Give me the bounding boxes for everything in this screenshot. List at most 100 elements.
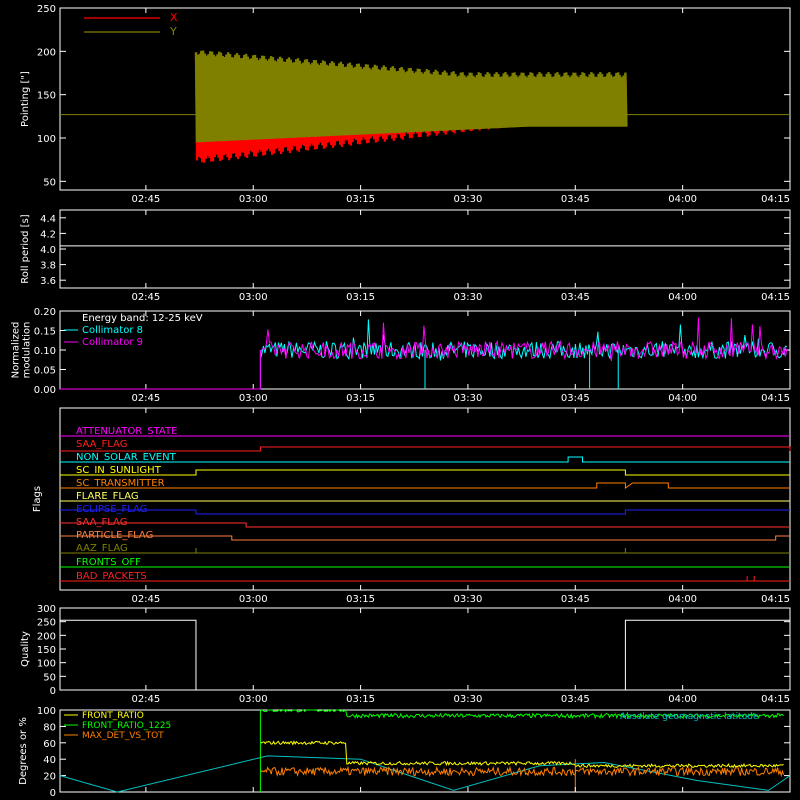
- roll-y-tick-label: 4.4: [40, 214, 56, 225]
- ratios-series-max-det: [259, 765, 785, 778]
- flag-line-eclipse_flag: [60, 509, 790, 515]
- modulation-y-tick-label: 0.15: [34, 327, 56, 338]
- ratios-legend-label: FRONT_RATIO_1225: [82, 721, 171, 731]
- modulation-y-tick-label: 0.05: [34, 366, 56, 377]
- pointing-y-tick-label: 200: [37, 47, 56, 58]
- modulation-legend-label: Collimator 8: [82, 325, 143, 336]
- flag-line-non_solar_event: [60, 456, 790, 463]
- modulation-y-label: Normalized: [11, 322, 22, 379]
- x-tick-label: 02:45: [131, 194, 160, 205]
- pointing-y-tick-label: 50: [43, 177, 56, 188]
- modulation-y-tick-label: 0.00: [34, 385, 56, 396]
- modulation-series-2: [60, 317, 788, 390]
- x-tick-label: 04:00: [668, 292, 697, 303]
- x-tick-label: 03:00: [239, 194, 268, 205]
- flag-label-sc_transmitter: SC_TRANSMITTER: [76, 478, 165, 489]
- ratios-panel-frame: [59, 709, 791, 793]
- pointing-y-tick-label: 250: [37, 4, 56, 15]
- pointing-y-tick-label: 100: [37, 134, 56, 145]
- x-tick-label: 04:15: [761, 694, 790, 705]
- x-tick-label: 03:15: [346, 594, 375, 605]
- flag-line-aaz_flag: [60, 548, 790, 554]
- flag-label-sc_in_sunlight: SC_IN_SUNLIGHT: [76, 465, 162, 476]
- flag-label-non_solar_event: NON_SOLAR_EVENT: [76, 452, 177, 463]
- x-tick-label: 03:15: [346, 292, 375, 303]
- quality-y-tick-label: 250: [37, 618, 56, 629]
- x-tick-label: 04:00: [668, 594, 697, 605]
- ratios-y-tick-label: 80: [43, 722, 56, 733]
- ratios-series-front-ratio-1225: [260, 709, 784, 720]
- x-tick-label: 03:45: [561, 194, 590, 205]
- ratios-annotation: Absolute geomagnetic latitude: [620, 712, 759, 722]
- flag-label-attenuator_state: ATTENUATOR_STATE: [76, 426, 177, 437]
- x-tick-label: 03:30: [454, 594, 483, 605]
- flags-panel-frame: [59, 407, 791, 591]
- x-tick-label: 03:00: [239, 292, 268, 303]
- quality-y-tick-label: 50: [43, 672, 56, 683]
- legend-label-x: X: [170, 11, 178, 24]
- ratios-y-label: Degrees or %: [18, 717, 29, 785]
- x-tick-label: 03:00: [239, 694, 268, 705]
- quality-y-tick-label: 0: [50, 686, 56, 697]
- x-tick-label: 03:30: [454, 292, 483, 303]
- flag-label-saa_flag: SAA_FLAG: [76, 439, 127, 450]
- x-tick-label: 04:00: [668, 694, 697, 705]
- x-tick-label: 03:15: [346, 393, 375, 404]
- x-tick-label: 03:15: [346, 694, 375, 705]
- x-tick-label: 03:30: [454, 194, 483, 205]
- flag-label-aaz_flag: AAZ_FLAG: [76, 543, 128, 554]
- ratios-legend-label: MAX_DET_VS_TOT: [82, 731, 164, 741]
- ratios-y-tick-label: 40: [43, 755, 56, 766]
- modulation-y-tick-label: 0.20: [34, 307, 56, 318]
- modulation-legend-title: Energy band: 12-25 keV: [82, 313, 203, 324]
- x-tick-label: 02:45: [131, 393, 160, 404]
- quality-y-tick-label: 300: [37, 604, 56, 615]
- quality-y-tick-label: 200: [37, 631, 56, 642]
- ratios-series-front-ratio: [260, 740, 784, 769]
- pointing-y-tick-label: 150: [37, 91, 56, 102]
- flag-line-particle_flag: [60, 535, 790, 541]
- x-tick-label: 02:45: [131, 292, 160, 303]
- x-tick-label: 03:45: [561, 393, 590, 404]
- flag-label-fronts_off: FRONTS_OFF: [76, 557, 141, 568]
- x-tick-label: 03:00: [239, 393, 268, 404]
- x-tick-label: 03:30: [454, 393, 483, 404]
- x-tick-label: 03:15: [346, 194, 375, 205]
- flag-label-particle_flag: PARTICLE_FLAG: [76, 530, 153, 541]
- modulation-y-label: modulation: [22, 322, 33, 379]
- flag-label-flare_flag: FLARE_FLAG: [76, 491, 139, 502]
- x-tick-label: 04:15: [761, 292, 790, 303]
- x-tick-label: 03:45: [561, 594, 590, 605]
- pointing-panel-frame: [59, 7, 791, 191]
- ratios-y-tick-label: 60: [43, 739, 56, 750]
- legend-label-y: Y: [169, 25, 177, 38]
- roll-y-tick-label: 4.2: [40, 229, 56, 240]
- flag-label-eclipse_flag: ECLIPSE_FLAG: [76, 504, 147, 515]
- roll-y-label: Roll period [s]: [20, 214, 31, 283]
- x-tick-label: 03:45: [561, 292, 590, 303]
- ratios-y-tick-label: 0: [50, 788, 56, 799]
- ratios-series-latitude: [59, 755, 791, 793]
- ratios-legend-label: FRONT_RATIO: [82, 711, 144, 721]
- flag-label-bad_packets: BAD_PACKETS: [76, 571, 147, 582]
- flag-line-bad_packets: [60, 576, 790, 582]
- ratios-y-tick-label: 20: [43, 772, 56, 783]
- x-tick-label: 03:00: [239, 594, 268, 605]
- pointing-y-label: Pointing ["]: [20, 71, 31, 127]
- flag-line-saa_flag: [60, 446, 791, 452]
- pointing-series-y: [194, 50, 628, 143]
- x-tick-label: 03:45: [561, 694, 590, 705]
- x-tick-label: 04:00: [668, 393, 697, 404]
- x-tick-label: 04:15: [761, 194, 790, 205]
- quality-y-tick-label: 100: [37, 659, 56, 670]
- x-tick-label: 04:15: [761, 594, 790, 605]
- quality-y-tick-label: 150: [37, 645, 56, 656]
- roll-y-tick-label: 4.0: [40, 245, 56, 256]
- ratios-y-tick-label: 100: [37, 706, 56, 717]
- x-tick-label: 02:45: [131, 594, 160, 605]
- x-tick-label: 02:45: [131, 694, 160, 705]
- flag-line-sc_transmitter: [60, 482, 790, 489]
- x-tick-label: 03:30: [454, 694, 483, 705]
- x-tick-label: 04:15: [761, 393, 790, 404]
